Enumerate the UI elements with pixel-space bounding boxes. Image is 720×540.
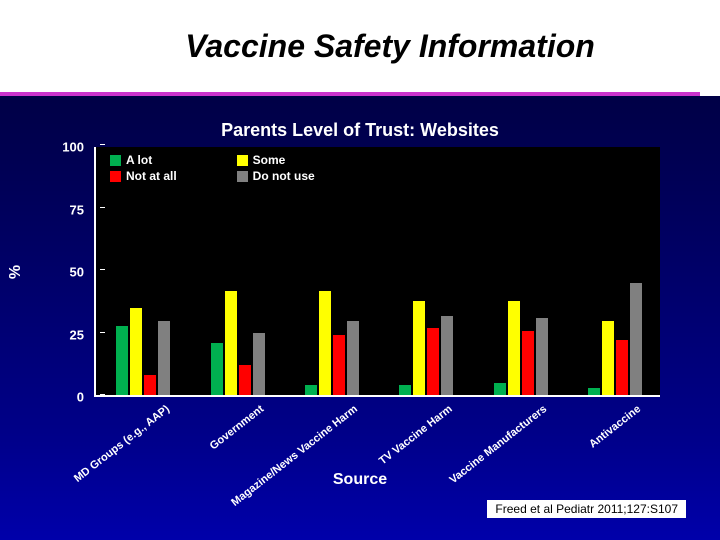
bar-group bbox=[305, 291, 359, 395]
bar bbox=[116, 326, 128, 395]
citation: Freed et al Pediatr 2011;127:S107 bbox=[487, 500, 686, 518]
bar bbox=[616, 340, 628, 395]
bar bbox=[305, 385, 317, 395]
legend-swatch bbox=[237, 171, 248, 182]
y-tick-label: 25 bbox=[70, 327, 84, 342]
plot-area: % 0255075100 A lot Some Not a bbox=[60, 147, 660, 397]
legend-item-a-lot: A lot bbox=[110, 153, 177, 167]
legend-swatch bbox=[110, 171, 121, 182]
y-tick-mark bbox=[100, 394, 105, 395]
bar bbox=[130, 308, 142, 395]
bar-group bbox=[211, 291, 265, 395]
bar bbox=[427, 328, 439, 395]
bar bbox=[630, 283, 642, 395]
bar bbox=[225, 291, 237, 395]
bar bbox=[441, 316, 453, 395]
x-tick-label: TV Vaccine Harm bbox=[377, 403, 455, 467]
bar bbox=[522, 331, 534, 395]
x-tick-label: Antivaccine bbox=[587, 403, 643, 450]
bar bbox=[602, 321, 614, 395]
legend-label: Not at all bbox=[126, 169, 177, 183]
bar bbox=[158, 321, 170, 395]
y-tick-label: 100 bbox=[62, 140, 84, 155]
legend: A lot Some Not at all Do not use bbox=[110, 153, 315, 183]
bar bbox=[399, 385, 411, 395]
legend-item-some: Some bbox=[237, 153, 315, 167]
bar bbox=[333, 335, 345, 395]
bar bbox=[319, 291, 331, 395]
legend-item-not-at-all: Not at all bbox=[110, 169, 177, 183]
plot: A lot Some Not at all Do not use bbox=[94, 147, 660, 397]
legend-item-do-not-use: Do not use bbox=[237, 169, 315, 183]
x-tick-label: Government bbox=[207, 403, 265, 452]
bar bbox=[239, 365, 251, 395]
legend-label: A lot bbox=[126, 153, 152, 167]
legend-swatch bbox=[237, 155, 248, 166]
legend-label: Some bbox=[253, 153, 286, 167]
y-tick-mark bbox=[100, 269, 105, 270]
slide: Vaccine Safety Information Parents Level… bbox=[0, 0, 720, 540]
chart-title: Parents Level of Trust: Websites bbox=[60, 120, 660, 141]
bar bbox=[144, 375, 156, 395]
y-tick-mark bbox=[100, 207, 105, 208]
bar-group bbox=[494, 301, 548, 395]
y-tick-mark bbox=[100, 144, 105, 145]
y-tick-label: 75 bbox=[70, 202, 84, 217]
x-axis-label: Source bbox=[60, 471, 660, 489]
bar bbox=[211, 343, 223, 395]
bar bbox=[347, 321, 359, 395]
bar bbox=[536, 318, 548, 395]
y-tick-mark bbox=[100, 332, 105, 333]
legend-swatch bbox=[110, 155, 121, 166]
bar-group bbox=[399, 301, 453, 395]
bar bbox=[508, 301, 520, 395]
chart: Parents Level of Trust: Websites % 02550… bbox=[60, 120, 660, 470]
y-tick-label: 0 bbox=[77, 390, 84, 405]
bar bbox=[253, 333, 265, 395]
legend-label: Do not use bbox=[253, 169, 315, 183]
bar bbox=[413, 301, 425, 395]
bar-group bbox=[116, 308, 170, 395]
slide-title: Vaccine Safety Information bbox=[0, 28, 720, 65]
y-axis-label: % bbox=[7, 265, 25, 279]
title-underline bbox=[0, 92, 700, 96]
y-tick-label: 50 bbox=[70, 265, 84, 280]
bar-group bbox=[588, 283, 642, 395]
bar bbox=[494, 383, 506, 395]
bar bbox=[588, 388, 600, 395]
